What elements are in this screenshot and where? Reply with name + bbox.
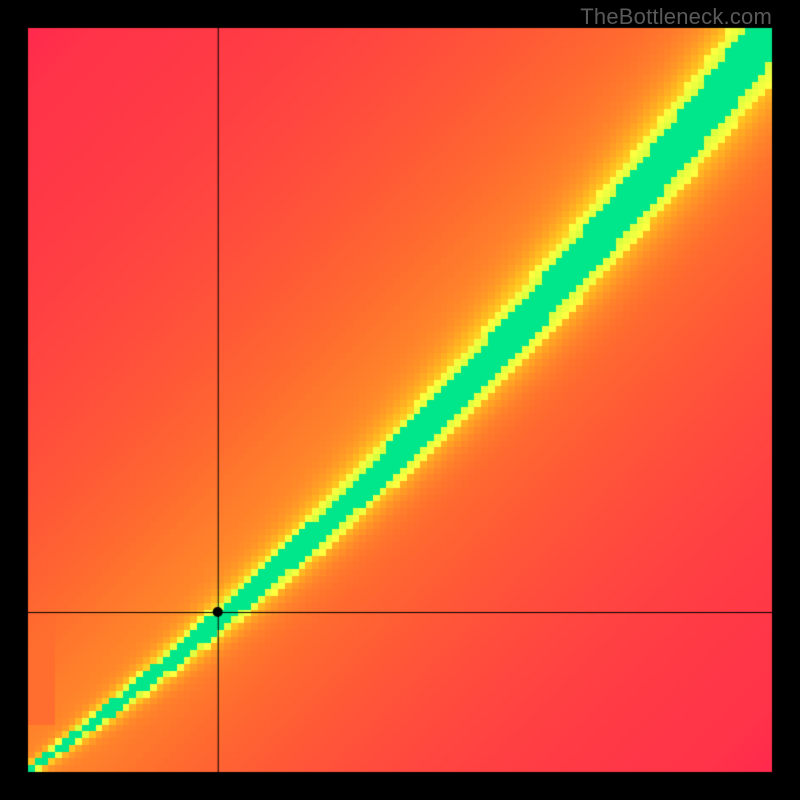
watermark-text: TheBottleneck.com [580, 4, 772, 30]
figure-container: TheBottleneck.com [0, 0, 800, 800]
heatmap-canvas [0, 0, 800, 800]
